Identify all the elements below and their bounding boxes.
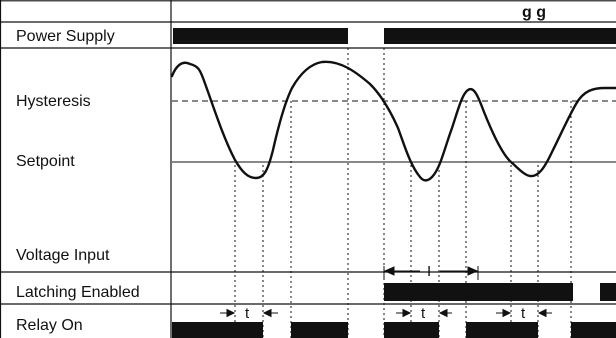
row-labels: Power Supply Hysteresis Setpoint Voltage… (16, 28, 140, 334)
label-power-supply: Power Supply (16, 28, 115, 45)
interval-dimension (383, 266, 479, 280)
relay-on-signal: t t t (172, 305, 616, 338)
label-setpoint: Setpoint (16, 153, 75, 170)
delay-markers (220, 308, 552, 318)
relay-pulse (466, 322, 538, 338)
delay-label: t (245, 305, 250, 322)
relay-pulse (571, 322, 616, 338)
power-supply-signal (173, 28, 616, 44)
power-on-pulse (173, 28, 348, 44)
label-latching-enabled: Latching Enabled (16, 284, 140, 301)
latching-enabled-signal: I (383, 263, 616, 301)
label-voltage-input: Voltage Input (16, 247, 110, 264)
relay-pulse (172, 322, 263, 338)
latching-pulse (600, 283, 616, 301)
voltage-input-signal (170, 60, 616, 182)
label-hysteresis: Hysteresis (16, 93, 91, 110)
delay-label: t (521, 305, 526, 322)
title-fragment: g g (522, 4, 546, 21)
delay-label: t (421, 305, 426, 322)
interval-label: I (427, 263, 431, 280)
label-relay-on: Relay On (16, 317, 83, 334)
reference-lines (172, 100, 616, 163)
voltage-input-curve (170, 60, 616, 182)
relay-pulse (384, 322, 439, 338)
relay-pulse (291, 322, 348, 338)
power-on-pulse (384, 28, 616, 44)
latching-pulse (384, 283, 573, 301)
relay-pulses (172, 322, 616, 338)
title-partial-text: g g (522, 4, 546, 21)
